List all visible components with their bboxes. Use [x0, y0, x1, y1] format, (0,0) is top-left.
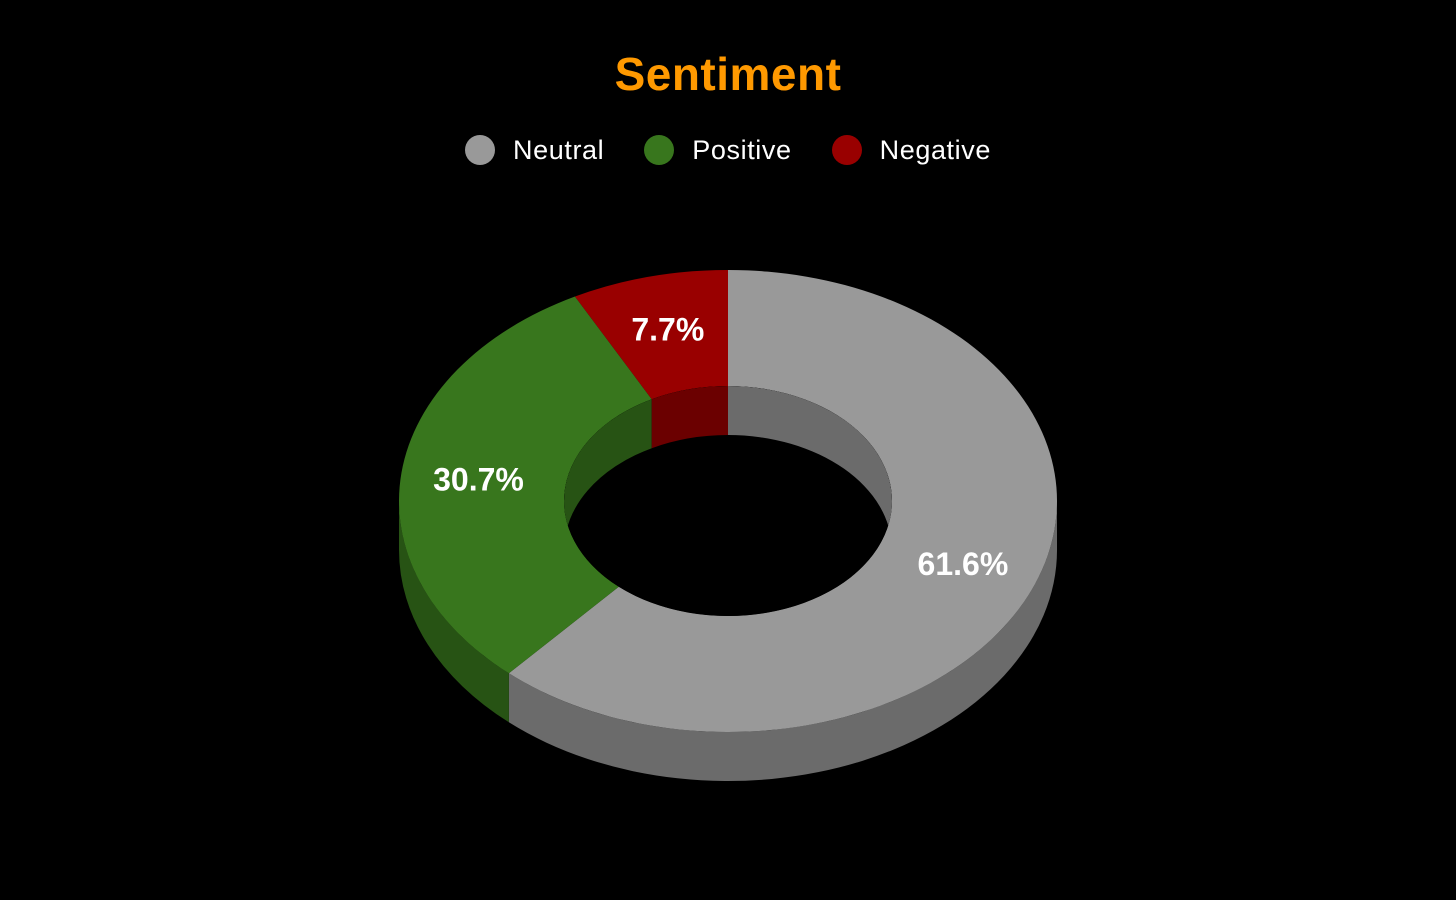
- donut-inner-wall-neutral: [728, 386, 892, 550]
- slice-negative: [574, 270, 728, 400]
- legend-swatch-positive: [644, 135, 675, 165]
- data-label-negative: 7.7%: [631, 312, 704, 348]
- donut-outer-sides: [399, 501, 1057, 781]
- legend-label-negative: Negative: [879, 134, 991, 165]
- donut-data-labels: 61.6% 30.7% 7.7%: [433, 312, 1008, 582]
- legend-label-positive: Positive: [692, 134, 792, 165]
- donut-side-positive: [399, 501, 509, 723]
- slice-neutral: [508, 270, 1058, 732]
- legend-label-neutral: Neutral: [513, 134, 605, 165]
- donut-slices: [399, 270, 1058, 732]
- legend-item-neutral: Neutral: [465, 135, 604, 166]
- legend-item-positive: Positive: [644, 135, 791, 166]
- donut-inner-wall-positive: [564, 399, 652, 550]
- chart-legend: Neutral Positive Negative: [0, 130, 1456, 170]
- legend-swatch-negative: [831, 135, 862, 165]
- slice-positive: [399, 296, 652, 674]
- data-label-neutral: 61.6%: [918, 546, 1009, 582]
- donut-side-neutral: [508, 501, 1057, 781]
- chart-title: Sentiment: [614, 48, 842, 100]
- donut-inner-wall-negative: [651, 386, 728, 449]
- donut-hole: [564, 386, 892, 616]
- legend-swatch-neutral: [465, 135, 496, 165]
- legend-item-negative: Negative: [831, 134, 991, 166]
- data-label-positive: 30.7%: [433, 461, 524, 497]
